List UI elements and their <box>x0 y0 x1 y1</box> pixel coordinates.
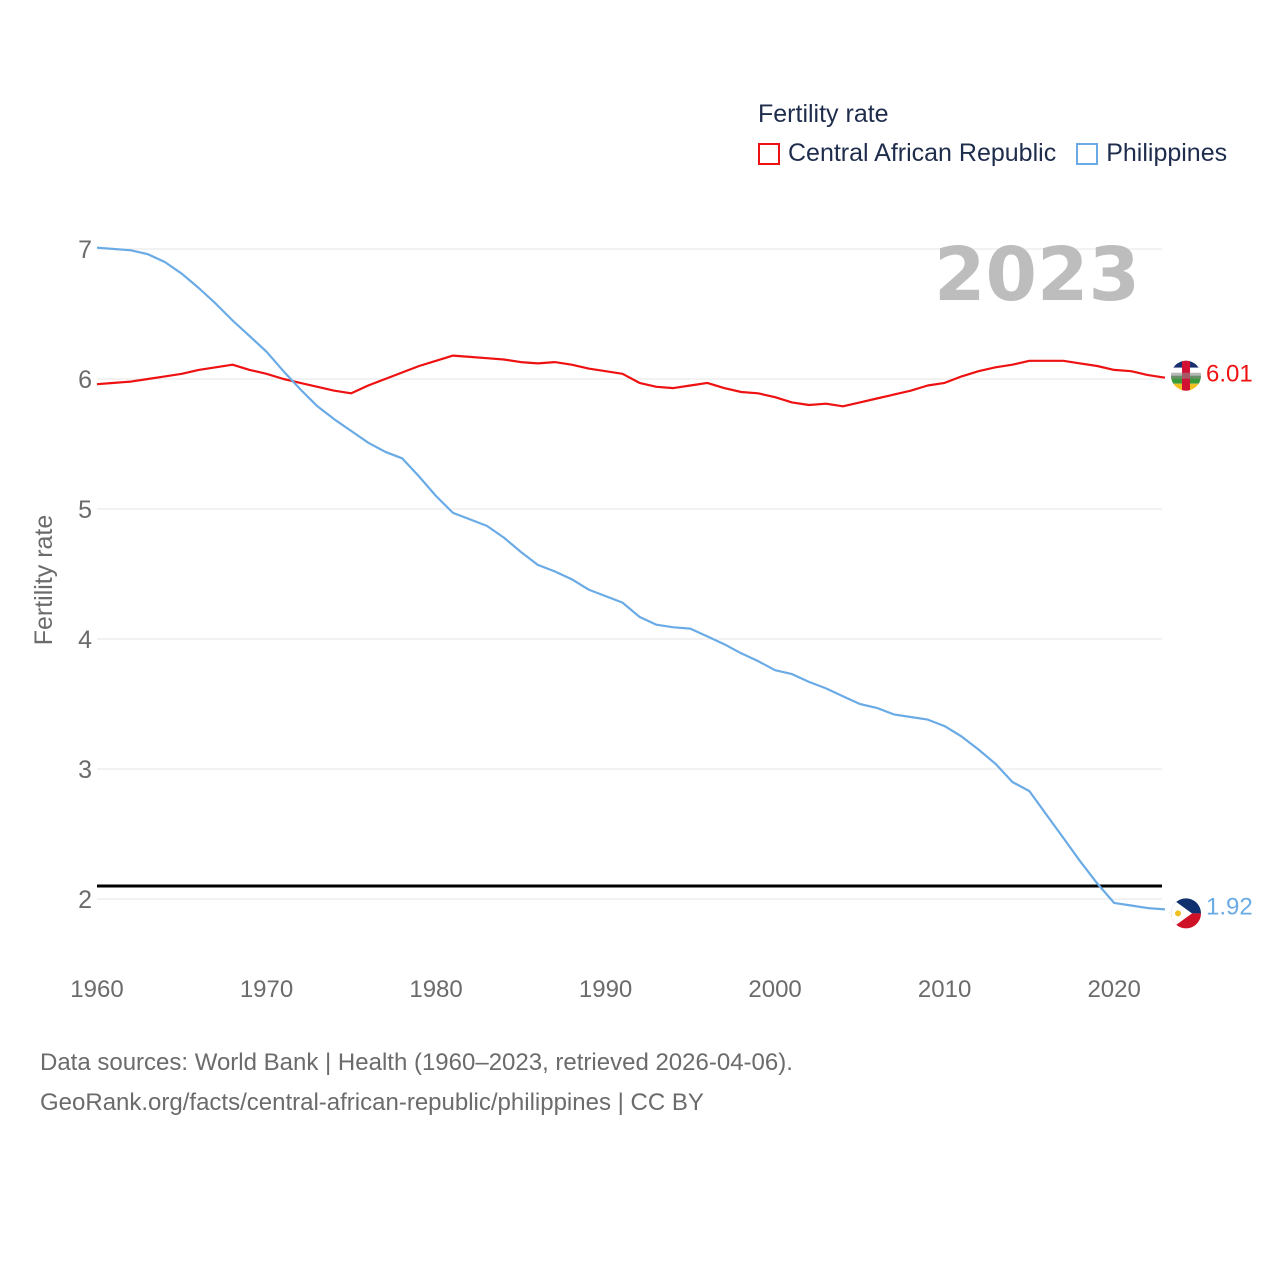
legend-label-central-african-republic: Central African Republic <box>788 139 1057 167</box>
x-tick-label: 1990 <box>579 976 632 1003</box>
legend-title: Fertility rate <box>758 100 889 128</box>
x-tick-label: 1980 <box>409 976 462 1003</box>
x-tick-label: 2010 <box>918 976 971 1003</box>
y-axis-label: Fertility rate <box>30 515 58 646</box>
central-african-republic-flag-icon <box>1171 360 1201 391</box>
x-axis-ticks: 1960 1970 1980 1990 2000 2010 2020 <box>70 976 1141 1003</box>
source-url-text[interactable]: GeoRank.org/facts/central-african-republ… <box>40 1089 704 1116</box>
legend-label-philippines: Philippines <box>1106 139 1228 167</box>
y-tick-label: 2 <box>78 886 92 914</box>
philippines-end-value: 1.92 <box>1206 893 1253 920</box>
legend-swatch-philippines <box>1076 142 1099 165</box>
legend-item-philippines[interactable]: Philippines <box>1076 139 1227 168</box>
legend-swatch-central-african-republic <box>758 142 780 165</box>
central-african-republic-end-value: 6.01 <box>1206 361 1253 388</box>
philippines-flag-icon <box>1171 898 1201 929</box>
x-tick-label: 1960 <box>70 976 123 1003</box>
grid-lines <box>97 248 1162 900</box>
series-line-philippines[interactable] <box>96 246 1166 911</box>
y-tick-label: 3 <box>78 756 92 784</box>
x-tick-label: 2020 <box>1087 976 1140 1003</box>
series-line-central-african-republic[interactable] <box>96 354 1166 408</box>
legend-item-central-african-republic[interactable]: Central African Republic <box>758 139 1056 168</box>
y-tick-label: 5 <box>78 496 92 524</box>
y-tick-label: 6 <box>78 366 92 394</box>
y-tick-label: 7 <box>78 236 92 264</box>
legend: Fertility rate Central African Republic … <box>758 100 1227 168</box>
x-tick-label: 1970 <box>240 976 293 1003</box>
data-sources-text: Data sources: World Bank | Health (1960–… <box>40 1049 793 1076</box>
current-year-label: 2023 <box>934 232 1140 318</box>
footer: Data sources: World Bank | Health (1960–… <box>40 1043 793 1123</box>
x-tick-label: 2000 <box>748 976 801 1003</box>
y-tick-label: 4 <box>78 626 92 654</box>
series-group <box>96 246 1166 911</box>
y-axis-ticks: 2 3 4 5 6 7 <box>78 236 92 914</box>
